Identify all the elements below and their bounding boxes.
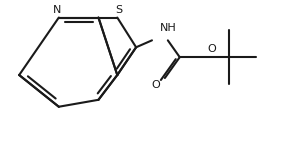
Text: S: S <box>116 5 123 15</box>
Text: O: O <box>151 80 160 90</box>
Text: O: O <box>207 44 216 54</box>
Text: NH: NH <box>160 23 177 33</box>
Text: N: N <box>53 5 61 15</box>
